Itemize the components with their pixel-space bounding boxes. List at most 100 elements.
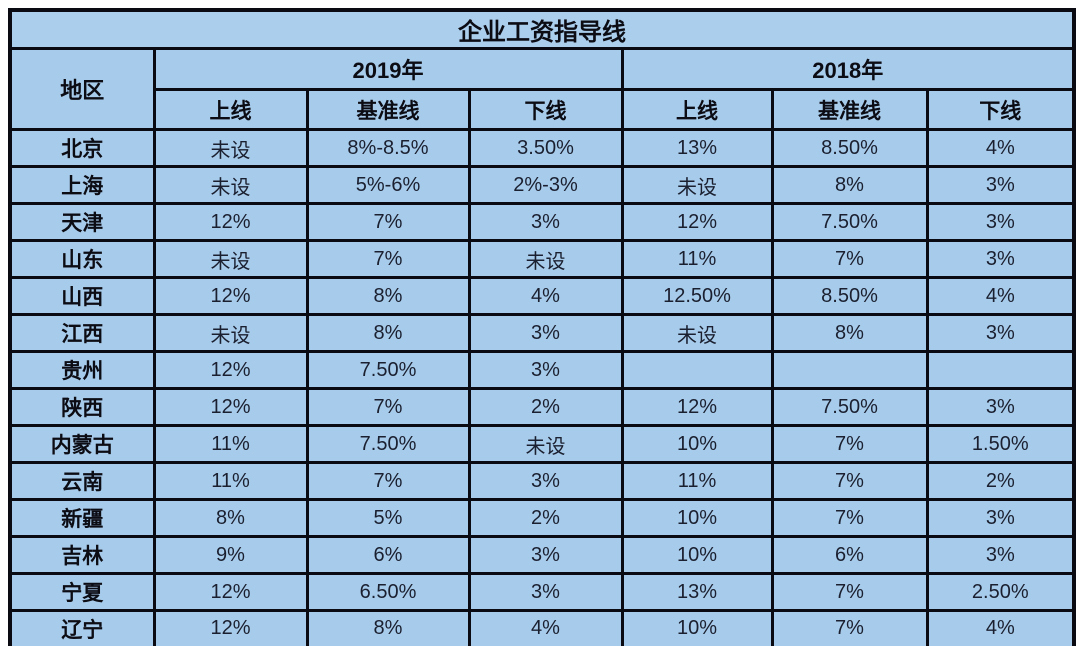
- value-cell: [925, 350, 1076, 390]
- value-cell: 3%: [467, 313, 624, 353]
- region-cell: 山西: [8, 276, 156, 316]
- region-cell: 天津: [8, 202, 156, 242]
- region-cell: 吉林: [8, 535, 156, 575]
- value-cell: 4%: [467, 609, 624, 646]
- value-cell: 未设: [620, 165, 774, 205]
- value-cell: 7%: [305, 387, 471, 427]
- sub-header-row: 上线 基准线 下线 上线 基准线 下线: [10, 88, 1076, 131]
- value-cell: 3%: [467, 535, 624, 575]
- value-cell: 7%: [770, 498, 929, 538]
- value-cell: 10%: [620, 535, 774, 575]
- region-cell: 新疆: [8, 498, 156, 538]
- value-cell: 3%: [925, 313, 1076, 353]
- value-cell: 未设: [152, 239, 309, 279]
- value-cell: 6%: [770, 535, 929, 575]
- value-cell: 11%: [620, 461, 774, 501]
- col-header-2019-baseline: 基准线: [305, 88, 471, 131]
- value-cell: 12%: [152, 387, 309, 427]
- value-cell: 2%-3%: [467, 165, 624, 205]
- value-cell: 未设: [467, 239, 624, 279]
- value-cell: 未设: [467, 424, 624, 464]
- table-row: 吉林 9% 6% 3% 10% 6% 3%: [8, 535, 1076, 575]
- value-cell: 8%: [305, 609, 471, 646]
- table-row: 江西 未设 8% 3% 未设 8% 3%: [8, 313, 1076, 353]
- region-column-header: 地区: [8, 47, 156, 131]
- value-cell: 7%: [770, 572, 929, 612]
- value-cell: 3%: [925, 387, 1076, 427]
- value-cell: 未设: [152, 128, 309, 168]
- value-cell: 10%: [620, 609, 774, 646]
- col-header-2018-lower: 下线: [925, 88, 1076, 131]
- region-cell: 宁夏: [8, 572, 156, 612]
- table-row: 宁夏 12% 6.50% 3% 13% 7% 2.50%: [8, 572, 1076, 612]
- region-cell: 贵州: [8, 350, 156, 390]
- value-cell: 未设: [620, 313, 774, 353]
- value-cell: [770, 350, 929, 390]
- region-cell: 内蒙古: [8, 424, 156, 464]
- value-cell: 7.50%: [770, 202, 929, 242]
- region-cell: 辽宁: [8, 609, 156, 646]
- value-cell: 13%: [620, 128, 774, 168]
- value-cell: 2%: [925, 461, 1076, 501]
- value-cell: 11%: [152, 461, 309, 501]
- value-cell: 13%: [620, 572, 774, 612]
- table-row: 山西 12% 8% 4% 12.50% 8.50% 4%: [8, 276, 1076, 316]
- value-cell: 12.50%: [620, 276, 774, 316]
- value-cell: 4%: [467, 276, 624, 316]
- value-cell: 8%: [305, 313, 471, 353]
- col-header-2018-upper: 上线: [620, 88, 774, 131]
- value-cell: 3%: [925, 165, 1076, 205]
- value-cell: 1.50%: [925, 424, 1076, 464]
- wage-guideline-table: 企业工资指导线 地区 2019年 2018年 上线 基准线 下线 上线 基准线 …: [8, 8, 1077, 646]
- value-cell: 4%: [925, 276, 1076, 316]
- table-row: 上海 未设 5%-6% 2%-3% 未设 8% 3%: [8, 165, 1076, 205]
- value-cell: 2%: [467, 498, 624, 538]
- value-cell: 7.50%: [770, 387, 929, 427]
- value-cell: 4%: [925, 128, 1076, 168]
- value-cell: 6%: [305, 535, 471, 575]
- col-header-2018-baseline: 基准线: [770, 88, 929, 131]
- value-cell: 8.50%: [770, 128, 929, 168]
- title-row: 企业工资指导线: [8, 8, 1076, 50]
- value-cell: 7%: [305, 461, 471, 501]
- col-header-2019-upper: 上线: [152, 88, 309, 131]
- region-cell: 上海: [8, 165, 156, 205]
- table-row: 新疆 8% 5% 2% 10% 7% 3%: [8, 498, 1076, 538]
- table-body: 北京 未设 8%-8.5% 3.50% 13% 8.50% 4% 上海 未设 5%-6% 2%-3%…: [8, 128, 1076, 646]
- value-cell: 7%: [770, 239, 929, 279]
- value-cell: 7.50%: [305, 424, 471, 464]
- table-row: 山东 未设 7% 未设 11% 7% 3%: [8, 239, 1076, 279]
- table-row: 陕西 12% 7% 2% 12% 7.50% 3%: [8, 387, 1076, 427]
- region-cell: 江西: [8, 313, 156, 353]
- region-cell: 云南: [8, 461, 156, 501]
- value-cell: 8%: [770, 165, 929, 205]
- table-row: 云南 11% 7% 3% 11% 7% 2%: [8, 461, 1076, 501]
- value-cell: 10%: [620, 498, 774, 538]
- value-cell: 8%-8.5%: [305, 128, 471, 168]
- year-2019-header: 2019年: [152, 47, 624, 91]
- value-cell: 12%: [152, 202, 309, 242]
- value-cell: 5%-6%: [305, 165, 471, 205]
- value-cell: 12%: [152, 609, 309, 646]
- value-cell: 6.50%: [305, 572, 471, 612]
- table-row: 内蒙古 11% 7.50% 未设 10% 7% 1.50%: [8, 424, 1076, 464]
- value-cell: 11%: [152, 424, 309, 464]
- value-cell: 10%: [620, 424, 774, 464]
- value-cell: 11%: [620, 239, 774, 279]
- region-cell: 北京: [8, 128, 156, 168]
- value-cell: 12%: [152, 572, 309, 612]
- value-cell: 3%: [925, 202, 1076, 242]
- year-2018-header: 2018年: [620, 47, 1076, 91]
- value-cell: 3%: [467, 461, 624, 501]
- value-cell: 3%: [467, 572, 624, 612]
- region-cell: 陕西: [8, 387, 156, 427]
- table-row: 辽宁 12% 8% 4% 10% 7% 4%: [8, 609, 1076, 646]
- table-row: 贵州 12% 7.50% 3%: [8, 350, 1076, 390]
- value-cell: 7%: [305, 202, 471, 242]
- col-header-2019-lower: 下线: [467, 88, 624, 131]
- value-cell: 7%: [770, 461, 929, 501]
- value-cell: 未设: [152, 313, 309, 353]
- value-cell: 4%: [925, 609, 1076, 646]
- value-cell: 3.50%: [467, 128, 624, 168]
